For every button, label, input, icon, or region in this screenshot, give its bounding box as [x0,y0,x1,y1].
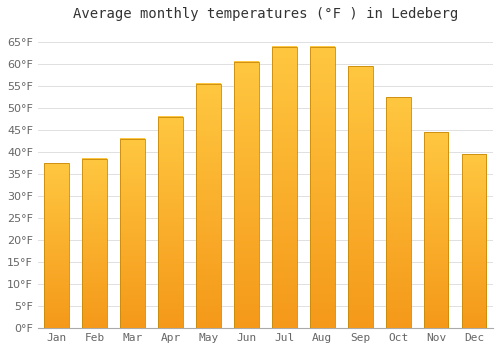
Bar [348,66,372,328]
Bar [462,154,486,328]
Bar [158,117,183,328]
Title: Average monthly temperatures (°F ) in Ledeberg: Average monthly temperatures (°F ) in Le… [73,7,458,21]
Bar [272,47,296,328]
Bar [386,97,410,328]
Bar [310,47,334,328]
Bar [44,163,69,328]
Bar [82,159,107,328]
Bar [196,84,221,328]
Bar [424,132,448,328]
Bar [120,139,145,328]
Bar [234,62,259,328]
